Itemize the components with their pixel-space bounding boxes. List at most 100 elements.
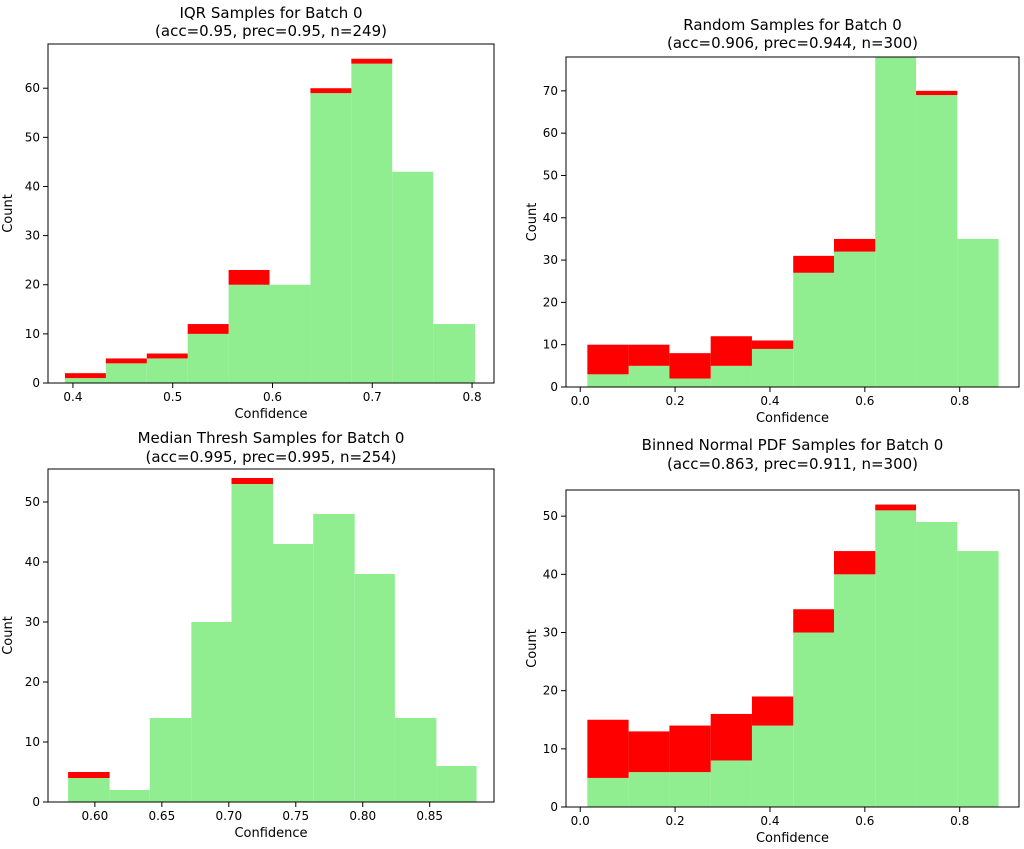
chart-title: Random Samples for Batch 0 [683,16,902,34]
x-tick-label: 0.0 [571,814,590,828]
bar-correct-1-9 [957,238,999,387]
bar-incorrect-3-6 [834,551,876,575]
bar-incorrect-0-0 [64,373,106,379]
x-tick-label: 0.85 [416,809,443,823]
bar-incorrect-1-4 [751,340,794,349]
bar-incorrect-2-0 [68,772,110,778]
chart-panel-0: 0.4 0.5 0.6 0.7 0.8 0 10 20 30 40 50 60 IQR Samples … [1,4,495,422]
bar-incorrect-3-4 [751,696,794,726]
bar-correct-2-1 [109,790,150,802]
bar-correct-2-8 [394,718,437,802]
bar-correct-0-5 [269,284,311,383]
chart-title: Binned Normal PDF Samples for Batch 0 [642,436,944,454]
x-tick-label: 0.8 [950,814,969,828]
chart-subtitle: (acc=0.906, prec=0.944, n=300) [667,34,918,52]
chart-subtitle: (acc=0.95, prec=0.95, n=249) [155,22,387,40]
x-tick-label: 0.8 [463,390,482,404]
y-tick-label: 50 [543,168,558,182]
bar-correct-2-7 [354,574,395,802]
x-tick-label: 0.6 [855,394,874,408]
x-axis-label: Confidence [756,411,829,426]
bar-incorrect-1-5 [793,255,835,273]
bar-correct-3-1 [628,772,670,807]
bar-correct-0-0 [64,378,106,383]
bar-correct-3-6 [834,574,876,807]
x-tick-label: 0.70 [215,809,242,823]
y-axis-label: Count [1,194,16,233]
bar-correct-3-4 [751,725,794,807]
chart-title: Median Thresh Samples for Batch 0 [138,429,405,447]
x-tick-label: 0.65 [148,809,175,823]
x-tick-label: 0.4 [760,394,779,408]
bar-correct-1-2 [669,378,711,387]
bar-correct-0-6 [310,93,352,383]
bar-correct-1-3 [710,365,752,387]
y-tick-label: 70 [543,84,558,98]
bar-correct-0-2 [146,358,188,383]
x-tick-label: 0.8 [950,394,969,408]
y-tick-label: 10 [543,338,558,352]
bar-correct-3-3 [710,760,752,807]
y-tick-label: 0 [550,800,558,814]
y-tick-label: 40 [25,179,40,193]
y-tick-label: 20 [543,684,558,698]
y-tick-label: 30 [543,626,558,640]
bar-correct-3-8 [916,521,958,807]
axes-frame [565,56,1020,388]
y-axis-label: Count [525,203,540,242]
y-tick-label: 50 [25,495,40,509]
bar-correct-3-7 [875,510,917,807]
bar-correct-0-9 [433,324,476,383]
y-tick-label: 30 [25,229,40,243]
bar-incorrect-3-0 [587,719,629,778]
chart-subtitle: (acc=0.863, prec=0.911, n=300) [667,455,918,473]
x-tick-label: 0.5 [163,390,182,404]
bar-correct-0-4 [228,284,270,383]
bar-correct-0-8 [392,171,434,383]
bar-incorrect-1-1 [628,344,670,366]
bar-incorrect-0-7 [351,58,393,64]
bar-correct-0-3 [187,333,229,383]
chart-panel-3: 0.0 0.2 0.4 0.6 0.8 0 10 20 30 40 50 Binned Normal … [525,436,1020,846]
bar-correct-3-2 [669,772,711,807]
bar-incorrect-1-0 [587,344,629,375]
x-axis-label: Confidence [234,407,307,422]
bar-incorrect-1-2 [669,353,711,379]
y-tick-label: 40 [543,211,558,225]
chart-subtitle: (acc=0.995, prec=0.995, n=254) [145,448,396,466]
y-tick-label: 20 [25,278,40,292]
bar-correct-2-3 [191,622,232,802]
y-tick-label: 40 [25,555,40,569]
y-tick-label: 20 [543,295,558,309]
chart-panel-1: 0.0 0.2 0.4 0.6 0.8 0 10 20 30 40 50 60 70 Random Sam… [525,16,1020,426]
bar-correct-1-4 [751,348,794,387]
bar-correct-1-8 [916,95,958,388]
x-tick-label: 0.4 [760,814,779,828]
x-tick-label: 0.0 [571,394,590,408]
axes-frame [47,468,495,803]
y-tick-label: 0 [550,380,558,394]
x-tick-label: 0.2 [666,814,685,828]
bar-correct-2-4 [231,484,274,802]
y-tick-label: 20 [25,675,40,689]
x-tick-label: 0.6 [263,390,282,404]
bar-correct-1-6 [834,251,876,387]
axes-frame [565,489,1020,808]
y-tick-label: 50 [25,130,40,144]
x-tick-label: 0.60 [82,809,109,823]
y-tick-label: 60 [543,126,558,140]
y-tick-label: 50 [543,509,558,523]
bar-correct-1-7 [875,57,917,387]
bar-incorrect-1-8 [916,90,958,96]
y-tick-label: 30 [543,253,558,267]
bar-correct-3-0 [587,777,629,807]
y-tick-label: 30 [25,615,40,629]
x-tick-label: 0.4 [63,390,82,404]
bar-correct-2-5 [273,544,314,802]
chart-panel-2: 0.60 0.65 0.70 0.75 0.80 0.85 0 10 20 30 40 50 Media… [1,429,495,841]
bar-incorrect-3-2 [669,725,711,773]
bar-correct-1-0 [587,374,629,387]
y-tick-label: 40 [543,567,558,581]
bar-correct-0-7 [351,63,393,384]
